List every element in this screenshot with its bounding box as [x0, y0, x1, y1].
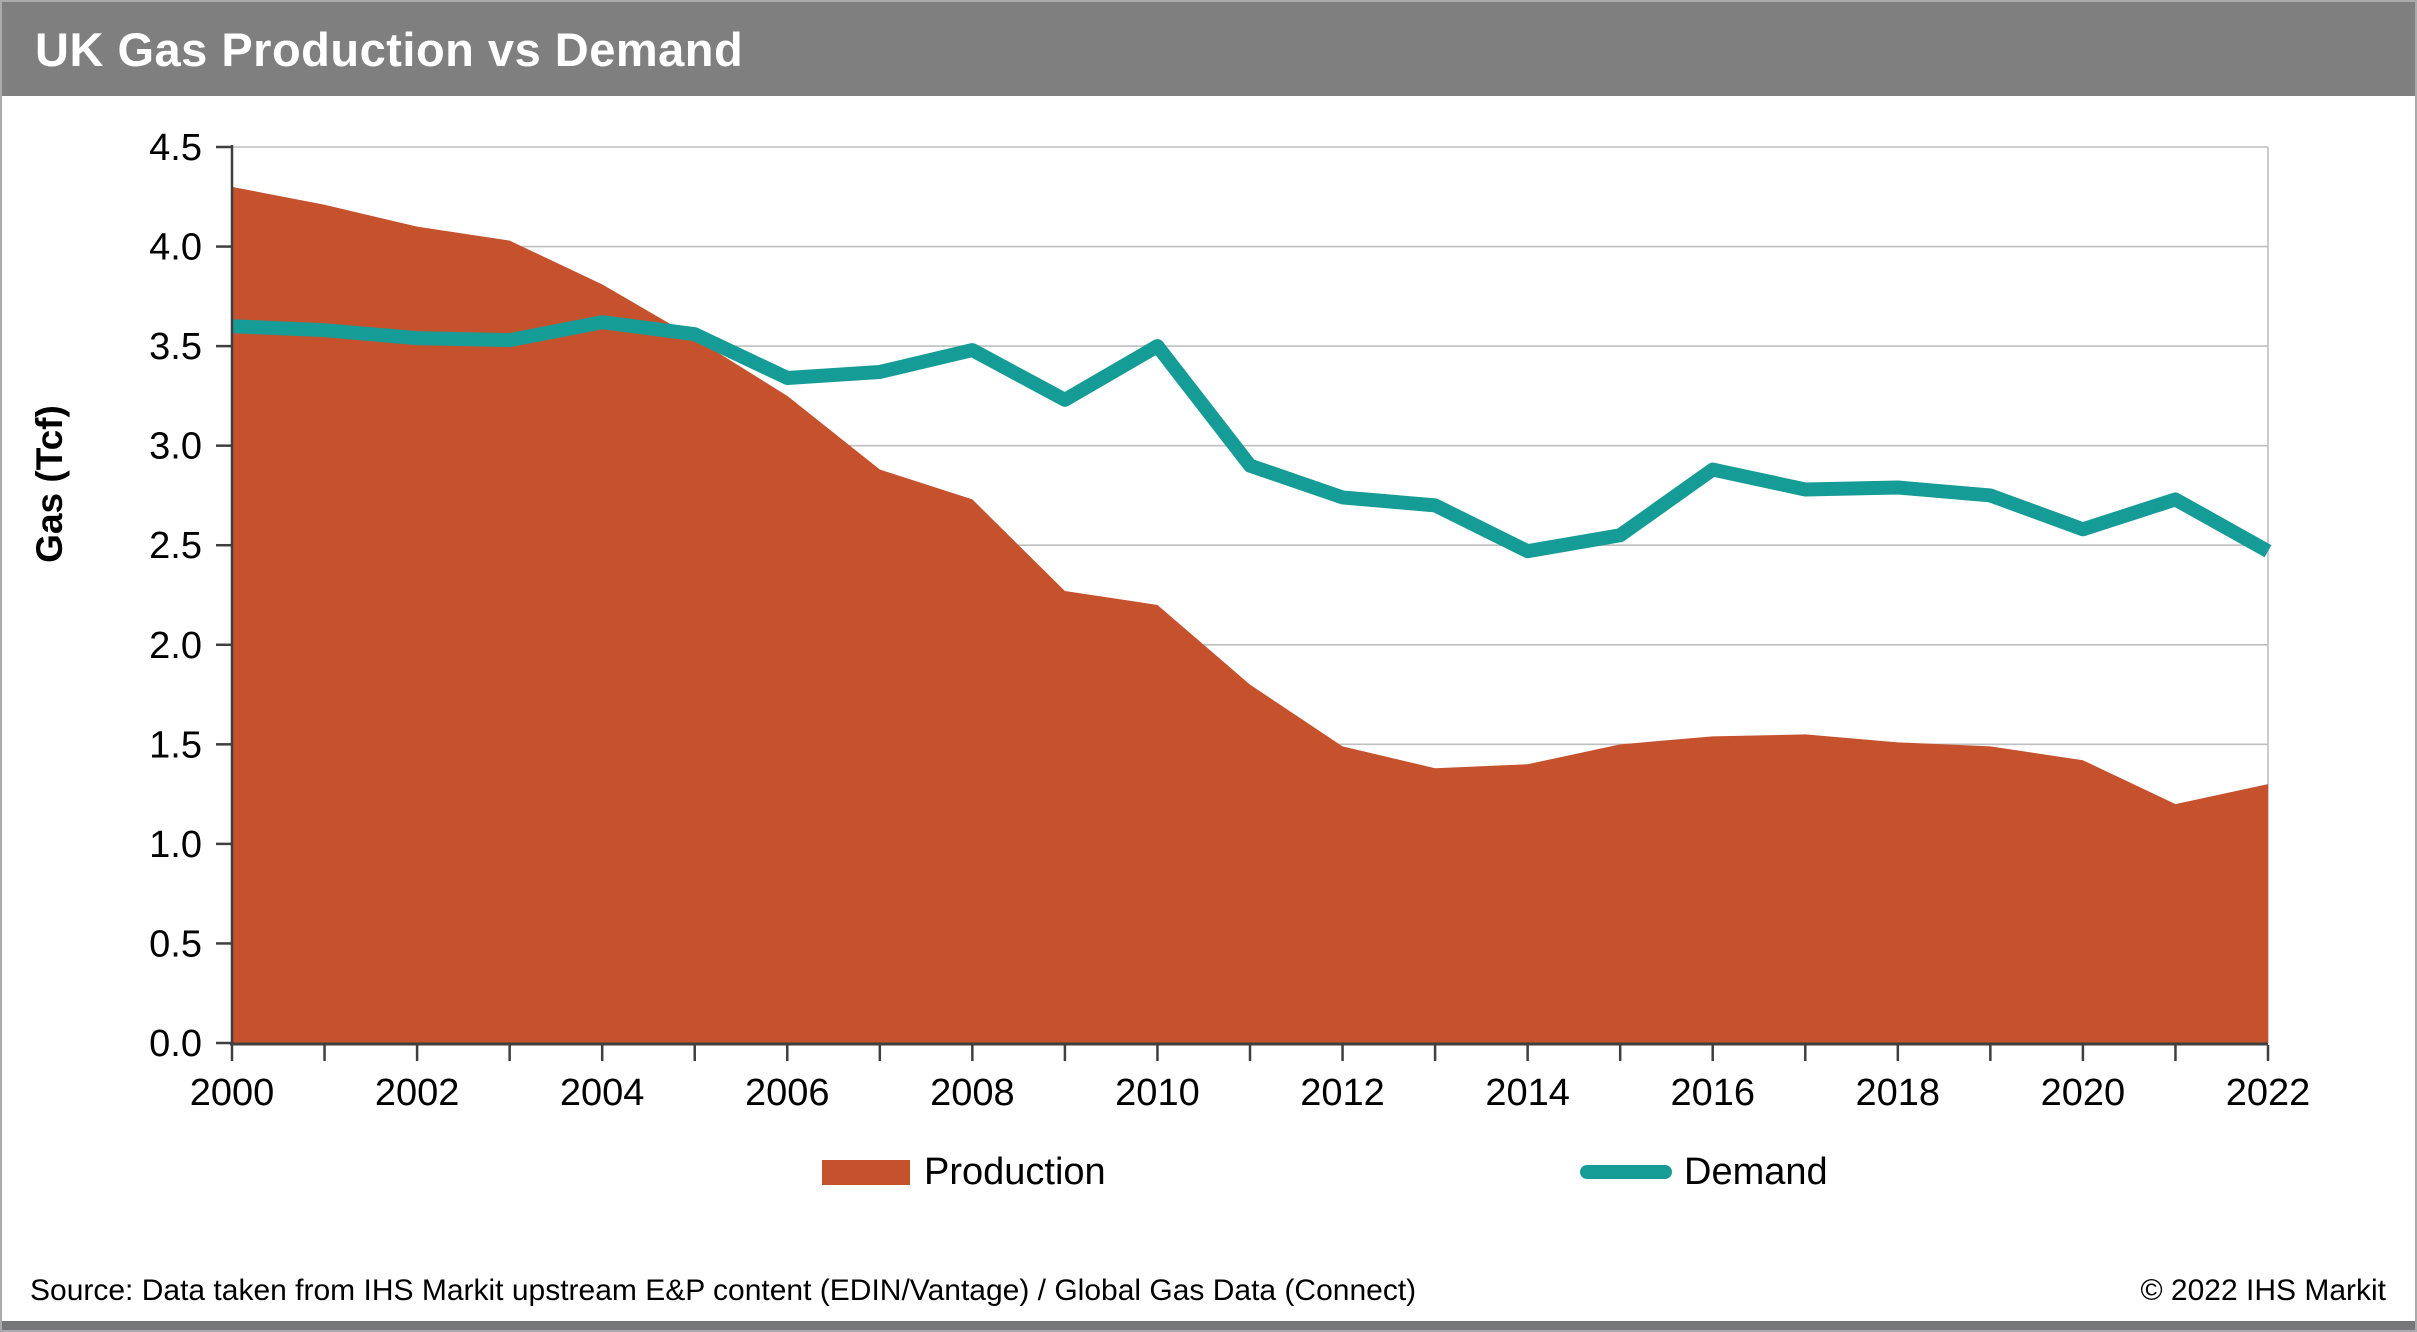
y-axis-title: Gas (Tcf) — [29, 405, 70, 563]
x-tick-label: 2022 — [2226, 1072, 2311, 1114]
page-title: UK Gas Production vs Demand — [35, 22, 744, 76]
legend-entry-production: Production — [822, 1148, 1106, 1196]
x-tick-label: 2012 — [1300, 1072, 1385, 1114]
y-tick-label: 0.0 — [149, 1023, 202, 1065]
y-tick-label: 3.5 — [149, 326, 202, 368]
x-tick-label: 2014 — [1485, 1072, 1570, 1114]
demand-swatch — [1580, 1165, 1672, 1179]
y-tick-label: 0.5 — [149, 923, 202, 965]
y-tick-label: 2.0 — [149, 625, 202, 667]
production-area — [232, 186, 2268, 1044]
legend-label-demand: Demand — [1684, 1150, 1828, 1193]
x-tick-label: 2010 — [1115, 1072, 1200, 1114]
x-tick-label: 2000 — [190, 1072, 275, 1114]
x-tick-label: 2020 — [2041, 1072, 2126, 1114]
x-tick-label: 2006 — [745, 1072, 830, 1114]
x-tick-label: 2004 — [560, 1072, 645, 1114]
x-tick-label: 2018 — [1856, 1072, 1941, 1114]
legend-label-production: Production — [924, 1150, 1106, 1193]
production-swatch — [822, 1159, 910, 1185]
source-note: Source: Data taken from IHS Markit upstr… — [30, 1274, 1417, 1307]
demand-line — [231, 315, 2272, 559]
footer-bar — [2, 1321, 2415, 1330]
y-tick-label: 4.0 — [149, 227, 202, 269]
legend-entry-demand: Demand — [1580, 1148, 1828, 1196]
y-tick-label: 1.5 — [149, 724, 202, 766]
x-tick-label: 2002 — [375, 1072, 460, 1114]
y-tick-label: 3.0 — [149, 426, 202, 468]
copyright-note: © 2022 IHS Markit — [2140, 1274, 2386, 1307]
y-tick-label: 4.5 — [149, 127, 202, 169]
x-tick-label: 2008 — [930, 1072, 1015, 1114]
x-tick-label: 2016 — [1670, 1072, 1755, 1114]
y-tick-label: 2.5 — [149, 525, 202, 567]
y-tick-label: 1.0 — [149, 824, 202, 866]
title-bar: UK Gas Production vs Demand — [2, 2, 2415, 96]
